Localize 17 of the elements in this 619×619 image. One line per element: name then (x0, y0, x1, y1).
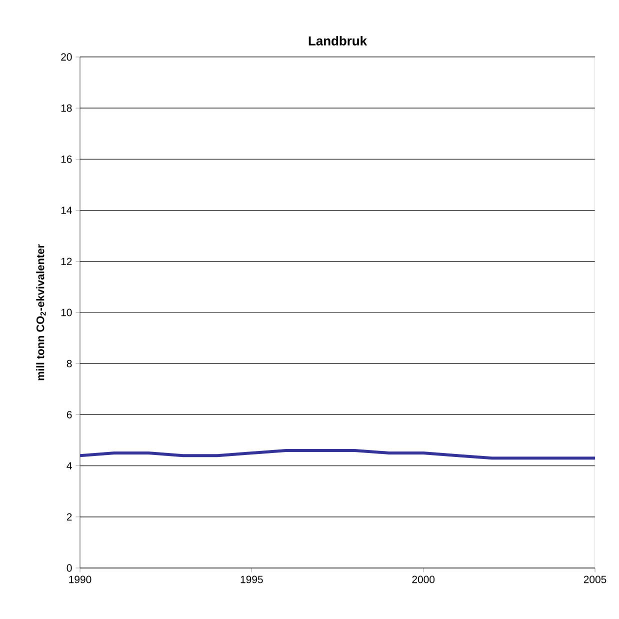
y-tick-label: 6 (66, 411, 72, 418)
y-tick-label: 4 (66, 462, 72, 470)
x-tick-label: 2000 (412, 576, 435, 584)
y-tick-label: 20 (61, 53, 72, 61)
y-tick-label: 0 (66, 564, 72, 572)
y-tick-label: 10 (61, 308, 72, 316)
y-tick-label: 8 (66, 360, 72, 368)
y-axis-title: mill tonn CO$_{2}$-ekvivalenter (36, 244, 46, 380)
y-tick-label: 2 (66, 513, 72, 521)
y-tick-label: 12 (61, 258, 72, 266)
x-tick-label: 2005 (584, 576, 606, 584)
y-tick-label: 18 (61, 104, 72, 112)
chart-title: Landbruk (308, 36, 368, 46)
x-tick-label: 1990 (69, 576, 92, 584)
y-tick-label: 14 (61, 206, 72, 214)
x-tick-label: 1995 (240, 576, 263, 584)
y-tick-label: 16 (61, 155, 72, 163)
